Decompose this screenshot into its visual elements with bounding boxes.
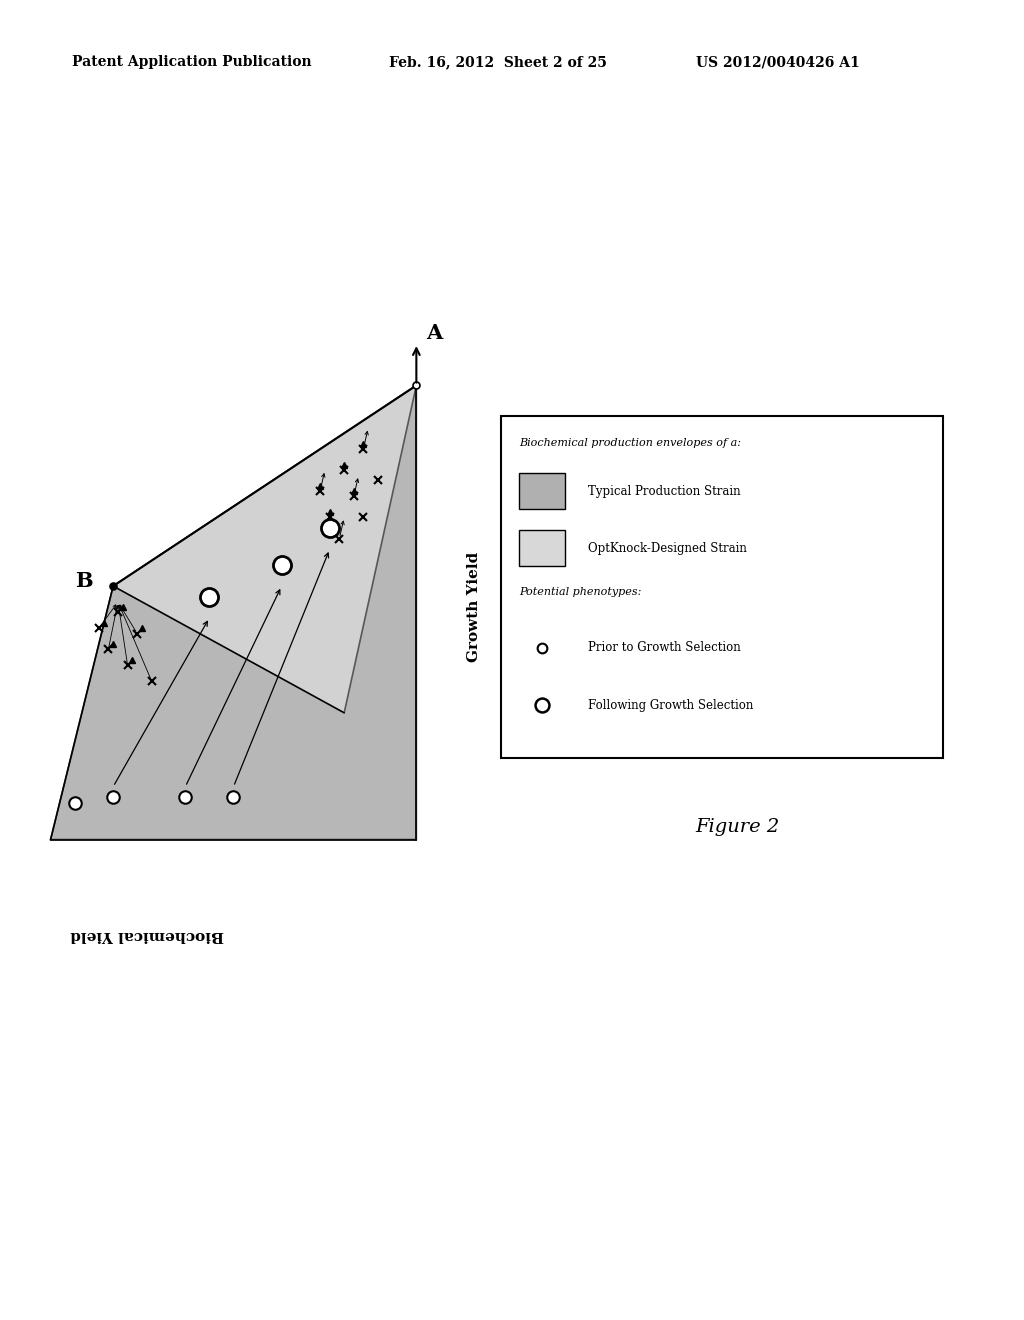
- Text: Feb. 16, 2012  Sheet 2 of 25: Feb. 16, 2012 Sheet 2 of 25: [389, 55, 607, 70]
- Text: Biochemical production envelopes of a:: Biochemical production envelopes of a:: [519, 438, 741, 447]
- Polygon shape: [50, 385, 417, 840]
- Text: A: A: [426, 323, 442, 343]
- Text: Biochemical Yield: Biochemical Yield: [70, 928, 223, 941]
- Text: Patent Application Publication: Patent Application Publication: [72, 55, 311, 70]
- FancyBboxPatch shape: [501, 416, 943, 759]
- Polygon shape: [114, 385, 417, 713]
- Text: Growth Yield: Growth Yield: [467, 552, 481, 663]
- Text: Typical Production Strain: Typical Production Strain: [588, 484, 741, 498]
- Text: OptKnock-Designed Strain: OptKnock-Designed Strain: [588, 541, 748, 554]
- Text: Potential phenotypes:: Potential phenotypes:: [519, 587, 642, 598]
- FancyBboxPatch shape: [519, 531, 565, 566]
- Text: Prior to Growth Selection: Prior to Growth Selection: [588, 642, 741, 655]
- Text: B: B: [76, 570, 93, 591]
- FancyBboxPatch shape: [519, 474, 565, 510]
- Text: Following Growth Selection: Following Growth Selection: [588, 698, 754, 711]
- Text: Figure 2: Figure 2: [695, 818, 779, 837]
- Text: US 2012/0040426 A1: US 2012/0040426 A1: [696, 55, 860, 70]
